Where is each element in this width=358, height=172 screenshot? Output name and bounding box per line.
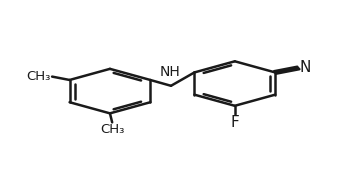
Text: NH: NH	[159, 65, 180, 79]
Text: CH₃: CH₃	[100, 123, 124, 136]
Text: N: N	[299, 61, 311, 76]
Text: F: F	[231, 115, 239, 130]
Text: CH₃: CH₃	[26, 70, 51, 83]
